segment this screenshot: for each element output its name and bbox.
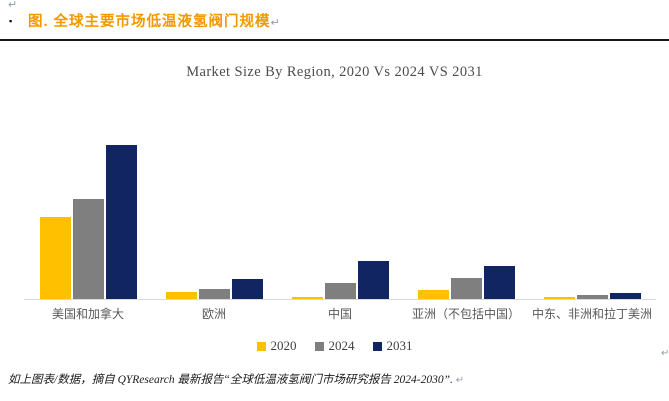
legend-swatch <box>314 341 324 351</box>
bar-group <box>529 144 655 299</box>
x-axis-labels: 美国和加拿大 欧洲 中国 亚洲（不包括中国） 中东、非洲和拉丁美洲 <box>25 305 655 322</box>
bar-2031 <box>231 278 263 299</box>
bar-2024 <box>324 282 356 299</box>
legend-swatch <box>256 341 266 351</box>
legend-label: 2020 <box>270 338 297 353</box>
paragraph-mark-right-margin: ↵ <box>661 348 669 359</box>
paragraph-mark: ↵ <box>455 375 465 386</box>
chart-plot-area <box>25 144 655 299</box>
x-axis-label: 美国和加拿大 <box>51 307 124 321</box>
legend-item-2020: 2020 <box>256 338 297 354</box>
chart-title: Market Size By Region, 2020 Vs 2024 VS 2… <box>186 64 483 80</box>
bar-2020 <box>417 289 449 299</box>
bar-2020 <box>291 297 323 299</box>
bar-group <box>151 144 277 299</box>
x-axis-line <box>24 299 656 300</box>
bar-2031 <box>483 265 515 299</box>
chart-legend: 2020 2024 2031 <box>0 338 669 354</box>
bar-2024 <box>450 278 482 299</box>
x-axis-label: 中东、非洲和拉丁美洲 <box>531 307 652 321</box>
paragraph-mark: ↵ <box>8 0 18 11</box>
bar-2024 <box>72 198 104 299</box>
source-note-text: 如上图表/数据，摘自 QYResearch 最新报告“全球低温液氢阀门市场研究报… <box>8 374 453 386</box>
bar-2024 <box>198 289 230 299</box>
legend-label: 2024 <box>328 338 355 353</box>
bar-group <box>403 144 529 299</box>
x-axis-label: 欧洲 <box>201 307 226 321</box>
bar-2020 <box>165 292 197 299</box>
paragraph-mark: ↵ <box>270 17 280 29</box>
x-axis-label: 中国 <box>327 307 352 321</box>
bar-2031 <box>609 292 641 299</box>
legend-item-2024: 2024 <box>314 338 355 354</box>
list-bullet: ▪ <box>9 16 13 26</box>
figure-heading: ▪ 图. 全球主要市场低温液氢阀门规模↵ <box>0 8 669 41</box>
figure-heading-text: 图. 全球主要市场低温液氢阀门规模 <box>28 14 271 30</box>
bar-2020 <box>543 297 575 299</box>
legend-label: 2031 <box>386 338 413 353</box>
legend-item-2031: 2031 <box>372 338 413 354</box>
source-note: 如上图表/数据，摘自 QYResearch 最新报告“全球低温液氢阀门市场研究报… <box>8 371 663 387</box>
bar-group <box>277 144 403 299</box>
bar-2031 <box>105 145 137 299</box>
bar-group <box>25 144 151 299</box>
bar-2020 <box>39 217 71 299</box>
bar-2031 <box>357 261 389 299</box>
x-axis-label: 亚洲（不包括中国） <box>411 307 520 321</box>
legend-swatch <box>372 341 382 351</box>
bar-2024 <box>576 295 608 299</box>
